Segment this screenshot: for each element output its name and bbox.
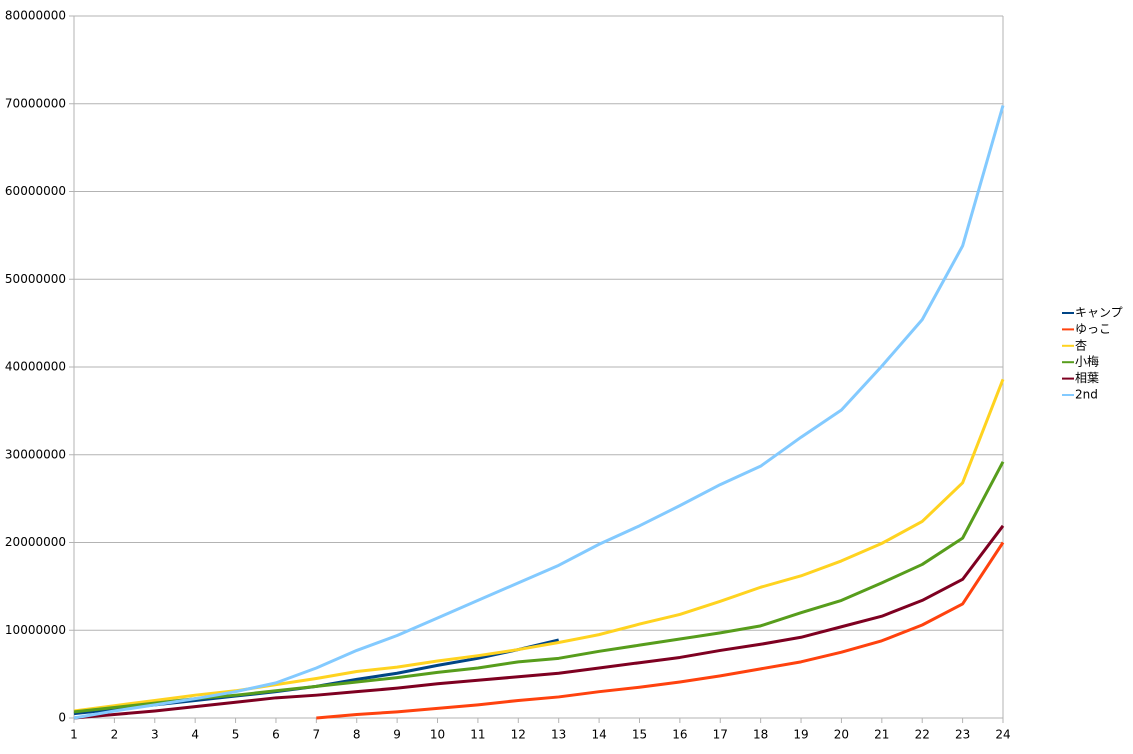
x-tick-label: 14 <box>591 728 606 742</box>
x-tick-label: 22 <box>915 728 930 742</box>
x-tick-label: 24 <box>995 728 1010 742</box>
series-line <box>73 524 1005 720</box>
x-tick-label: 18 <box>753 728 768 742</box>
x-tick-label: 7 <box>313 728 321 742</box>
y-tick-label: 20000000 <box>5 535 66 549</box>
x-tick-label: 23 <box>955 728 970 742</box>
x-tick-label: 9 <box>393 728 401 742</box>
x-tick-label: 21 <box>874 728 889 742</box>
legend-label: 2nd <box>1075 388 1098 402</box>
x-tick-label: 15 <box>632 728 647 742</box>
y-tick-label: 50000000 <box>5 272 66 286</box>
legend-label: ゆっこ <box>1075 322 1111 336</box>
x-tick-label: 10 <box>430 728 445 742</box>
series-line <box>73 461 1005 714</box>
y-tick-label: 0 <box>58 711 66 725</box>
x-tick-label: 19 <box>793 728 808 742</box>
x-tick-label: 1 <box>70 728 78 742</box>
x-tick-label: 12 <box>511 728 526 742</box>
legend-label: 相葉 <box>1075 371 1099 385</box>
y-tick-label: 40000000 <box>5 360 66 374</box>
series-line <box>316 541 1005 720</box>
x-tick-label: 8 <box>353 728 361 742</box>
x-tick-label: 13 <box>551 728 566 742</box>
x-tick-label: 3 <box>151 728 159 742</box>
y-tick-label: 60000000 <box>5 184 66 198</box>
legend-label: 小梅 <box>1075 354 1099 369</box>
y-tick-label: 80000000 <box>5 9 66 23</box>
x-tick-label: 16 <box>672 728 687 742</box>
x-tick-label: 17 <box>713 728 728 742</box>
x-tick-label: 4 <box>191 728 199 742</box>
y-tick-label: 10000000 <box>5 623 66 637</box>
x-tick-label: 20 <box>834 728 849 742</box>
series-line <box>73 105 1005 720</box>
y-tick-label: 30000000 <box>5 447 66 461</box>
legend-label: キャンプ <box>1075 306 1123 320</box>
y-tick-label: 70000000 <box>5 96 66 110</box>
x-tick-label: 11 <box>470 728 485 742</box>
x-tick-label: 6 <box>272 728 280 742</box>
x-tick-label: 2 <box>111 728 119 742</box>
legend-label: 杏 <box>1075 338 1087 352</box>
x-tick-label: 5 <box>232 728 240 742</box>
